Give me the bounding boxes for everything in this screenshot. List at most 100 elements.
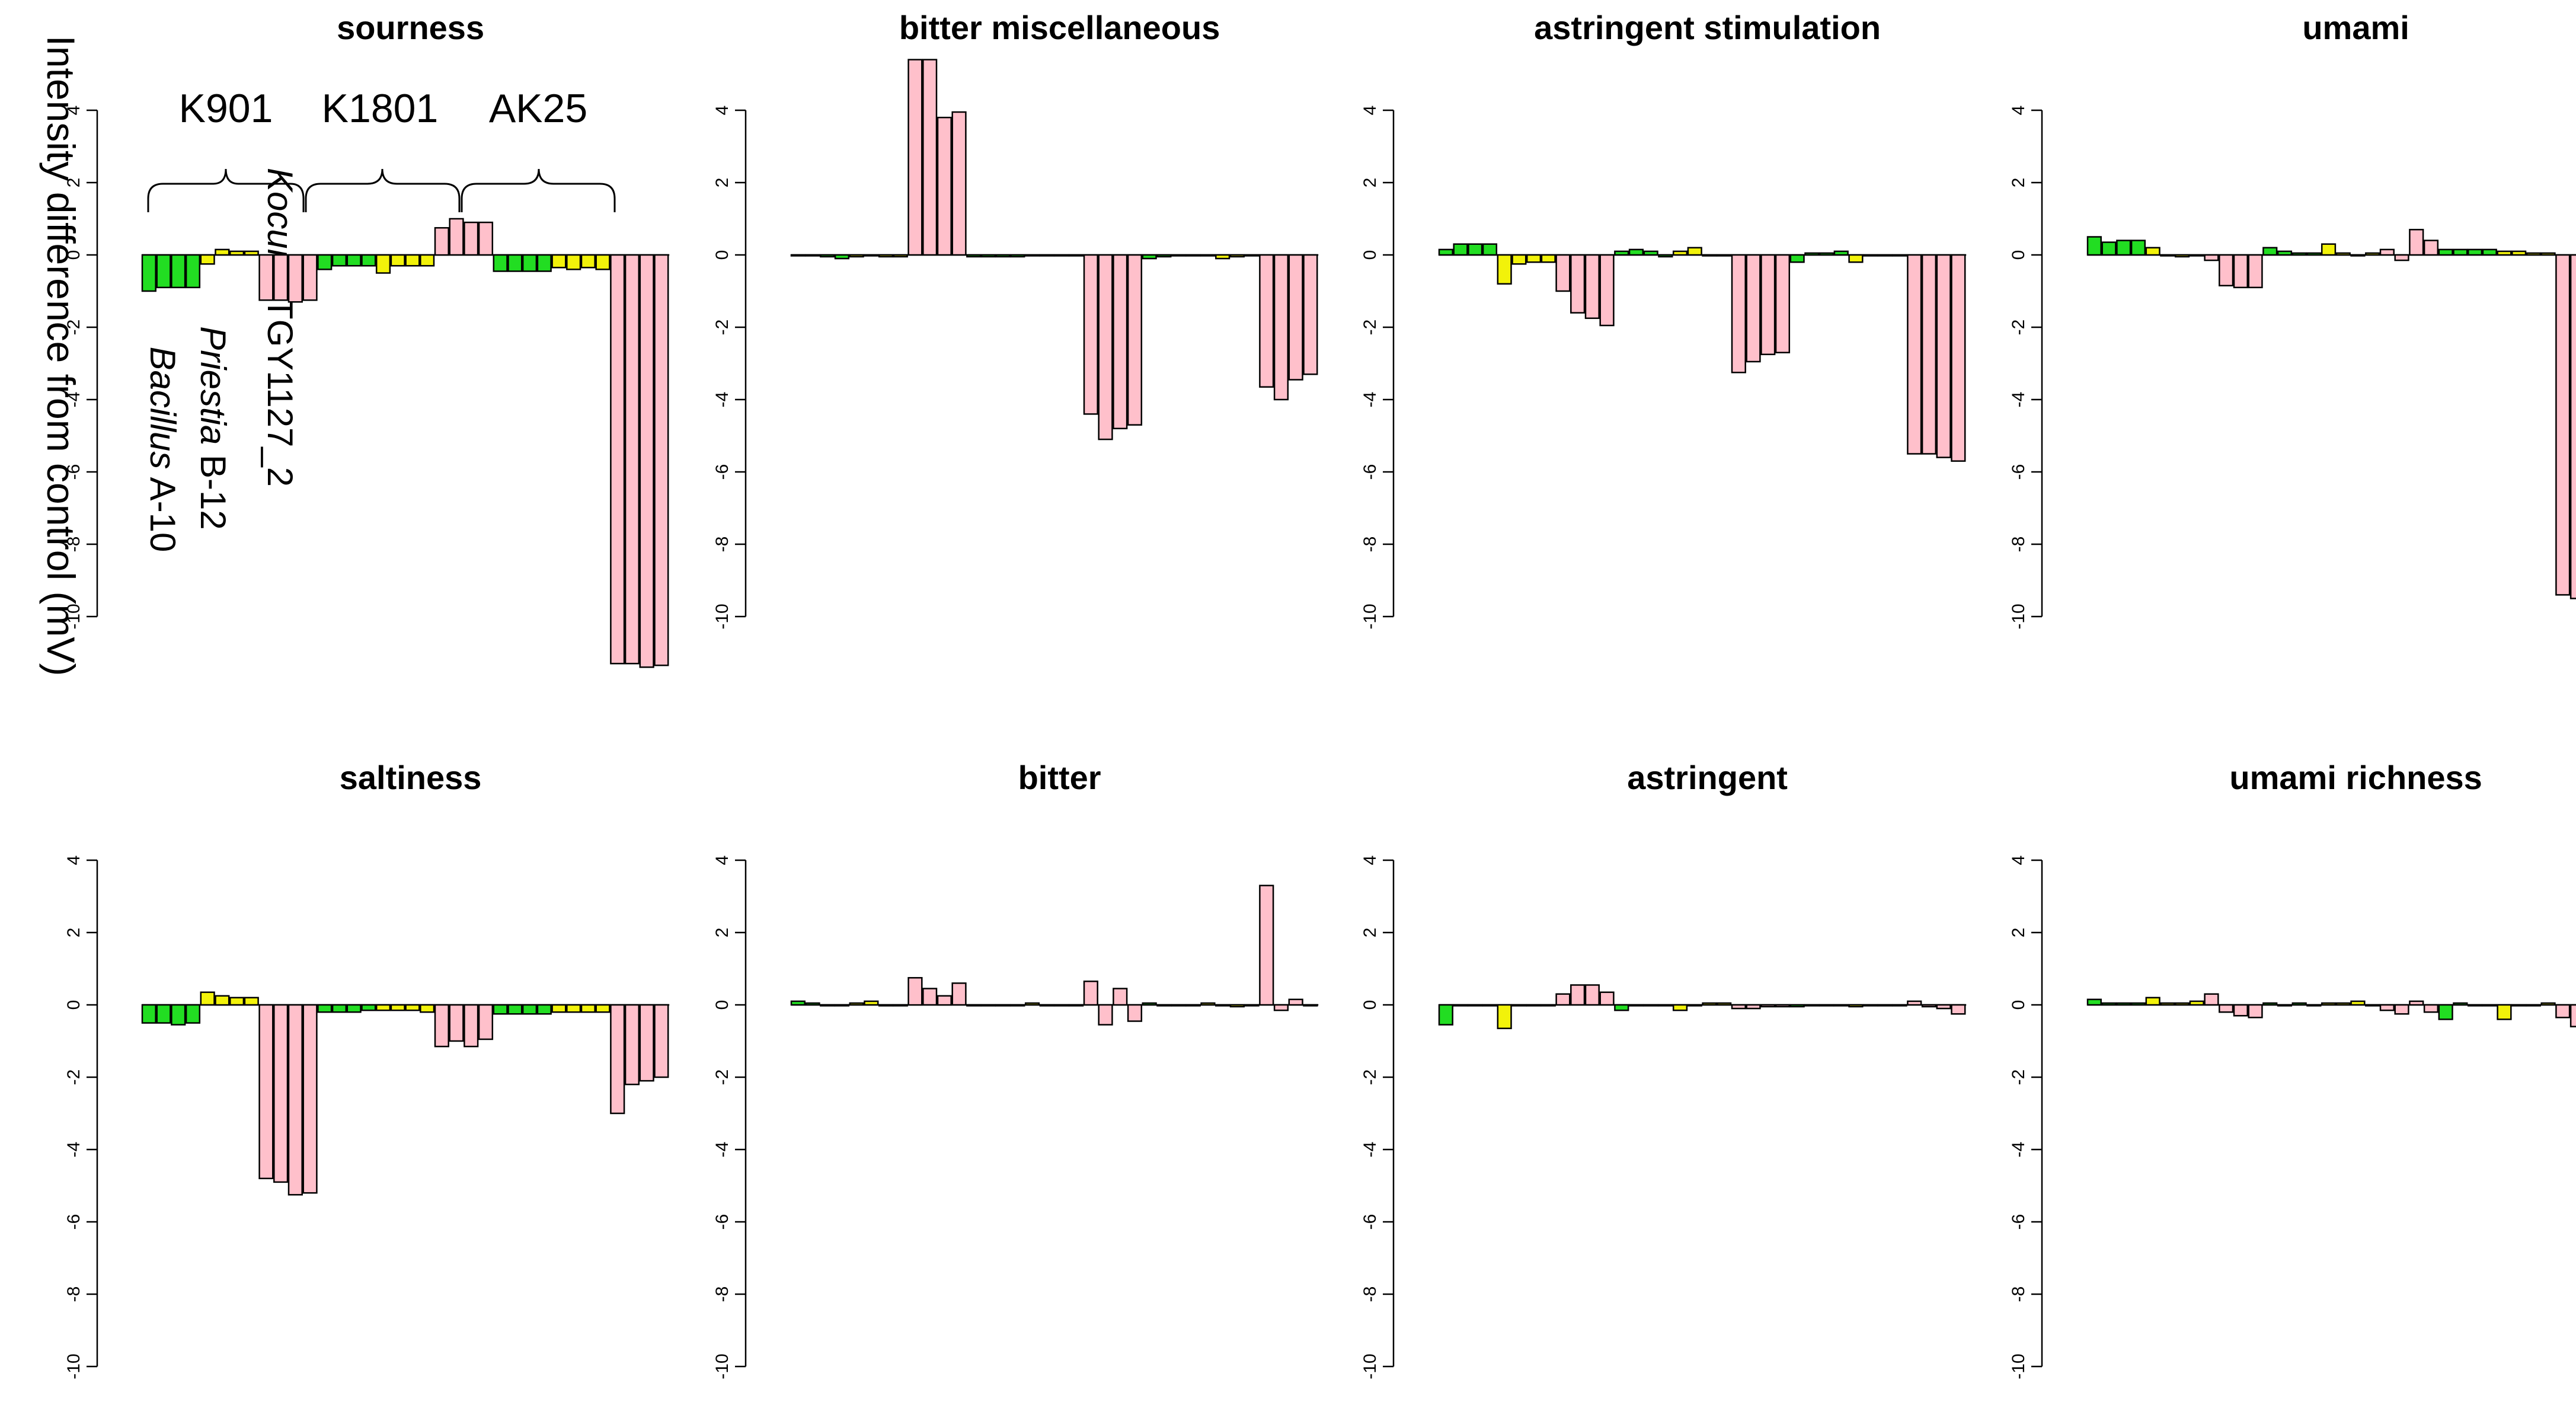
y-tick-label: -4 (712, 1142, 732, 1158)
bar (1687, 247, 1702, 256)
bar (1288, 998, 1303, 1006)
bar (1229, 254, 1245, 258)
bar (1599, 254, 1615, 327)
bar (171, 254, 186, 289)
bar (1658, 1004, 1673, 1007)
bar (1892, 254, 1907, 257)
bar (580, 1004, 596, 1013)
bar (1584, 254, 1600, 320)
y-tick-label: -8 (1360, 1286, 1380, 1302)
bar (522, 1004, 538, 1015)
bar (2555, 1004, 2571, 1019)
bar (2086, 998, 2102, 1006)
y-tick-label: -10 (712, 1353, 732, 1379)
bar (2204, 254, 2219, 261)
bar (2409, 229, 2424, 256)
y-tick-label: 0 (1360, 1000, 1380, 1010)
bar (624, 254, 640, 665)
bar (2174, 1002, 2190, 1006)
bar (317, 1004, 333, 1013)
bar (449, 1004, 464, 1042)
bar (2101, 241, 2117, 256)
bar (2335, 1002, 2351, 1006)
brace-k901 (147, 168, 305, 212)
bar (244, 997, 259, 1006)
bar (1746, 1004, 1761, 1010)
panel-title: astringent stimulation (1534, 9, 1881, 46)
bar (1936, 254, 1951, 458)
y-axis-label: Intensity difference from control (mV) (39, 36, 83, 676)
bar (2306, 1004, 2322, 1007)
bar (1789, 1004, 1805, 1008)
bar (2130, 240, 2146, 256)
bar (1273, 1004, 1289, 1011)
brace-k1801 (305, 168, 461, 212)
bar (2540, 1002, 2556, 1006)
bar (2291, 252, 2307, 256)
bar (820, 1004, 835, 1007)
panel-sourness: sourness 4 2 0 -2 -4 -6 -8 -10 (64, 9, 670, 668)
bar (893, 254, 908, 258)
group-label-k901: K901 (179, 86, 273, 131)
y-tick-label: -2 (64, 320, 84, 336)
bar (1658, 254, 1673, 258)
panel-astringent-stimulation: astringent stimulation 4 2 0 -2 -4 -6 -8 -10 (1360, 9, 1967, 630)
bar (1438, 248, 1453, 256)
bar (1098, 1004, 1113, 1026)
bar (907, 977, 923, 1006)
bar (1921, 1004, 1937, 1008)
bar (273, 254, 289, 301)
bar (624, 1004, 640, 1085)
bar (2526, 252, 2541, 256)
bar (273, 1004, 289, 1183)
y-tick-label: 0 (64, 1000, 84, 1010)
y-tick-label: -2 (1360, 320, 1380, 336)
bar (937, 995, 952, 1006)
bar (156, 1004, 171, 1024)
bar (937, 116, 952, 256)
bar (1614, 250, 1629, 256)
panel-umami: umami 4 2 0 -2 -4 -6 -8 -10 (2009, 9, 2576, 630)
bar (966, 254, 982, 258)
y-tick-label: -6 (2009, 1214, 2028, 1230)
bar (1672, 250, 1688, 256)
bar (1171, 1004, 1187, 1007)
bar (405, 254, 420, 267)
group-labels: K901 K1801 AK25 (179, 86, 588, 131)
bar (258, 1004, 274, 1180)
bar (2569, 1004, 2576, 1027)
bar (1833, 250, 1849, 256)
bar (610, 254, 625, 665)
bar (995, 1004, 1011, 1007)
bar (2116, 1002, 2131, 1006)
bar (1848, 1004, 1864, 1008)
bar (1438, 1004, 1453, 1026)
bar (893, 1004, 908, 1007)
bar (2160, 1002, 2175, 1006)
y-tick-label: -4 (64, 392, 84, 408)
bar (1614, 1004, 1629, 1011)
bar (1672, 1004, 1688, 1011)
bar (2277, 1004, 2293, 1007)
group-label-ak25: AK25 (489, 86, 587, 131)
bar (1731, 254, 1746, 373)
bar (2511, 1004, 2527, 1007)
panel-bitter: bitter 4 2 0 -2 -4 -6 -8 -10 (712, 759, 1319, 1380)
bar (1775, 1004, 1791, 1008)
bar (1921, 254, 1937, 455)
bar (1156, 254, 1172, 258)
bar (2101, 1002, 2117, 1006)
bar (610, 1004, 625, 1115)
bar (434, 1004, 449, 1048)
bar (1185, 1004, 1201, 1007)
bar (1555, 993, 1571, 1006)
y-tick-label: 2 (1360, 928, 1380, 938)
bar (1570, 254, 1586, 314)
bar (1570, 984, 1586, 1006)
bar (2497, 250, 2512, 256)
bar (215, 248, 230, 256)
bar (507, 254, 523, 272)
bar (2453, 1002, 2468, 1006)
bar (2365, 1004, 2380, 1007)
